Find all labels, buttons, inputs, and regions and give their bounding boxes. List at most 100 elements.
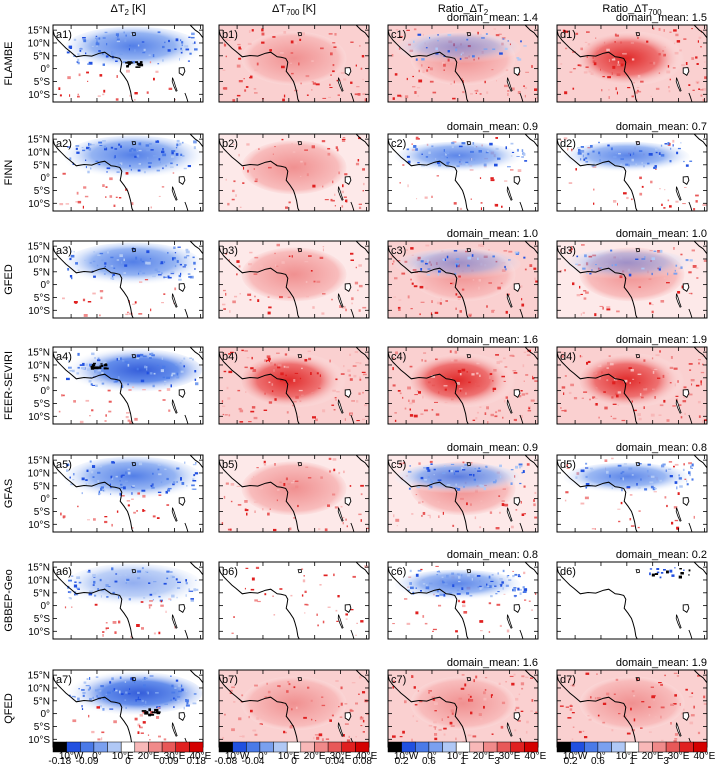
colorbar-a: -0.18 -0.09 0 0.09 0.18 (48, 741, 206, 764)
row-label-flambe: FLAMBE (3, 41, 15, 85)
colorbar-swatch (524, 741, 539, 753)
colorbar-swatch (80, 741, 95, 753)
domain-mean-d3: domain_mean: 1.0 (616, 228, 707, 240)
panel-label-b2: b2) (222, 138, 238, 150)
colorbar-swatch (66, 741, 81, 753)
colorbar-swatch (483, 741, 498, 753)
colorbar-label: 0.04 (325, 756, 345, 764)
lat-tick-label: 15°N (28, 242, 50, 253)
lon-tick-label: 10°W (225, 751, 250, 762)
lon-tick-label: 10°W (563, 751, 588, 762)
lat-tick-label: 0° (40, 601, 50, 612)
colorbar-swatch (93, 741, 108, 753)
panel-label-d6: d6) (560, 566, 576, 578)
map-panel-d4: d4) domain_mean: 1.9 (556, 334, 708, 425)
colorbar-label: -0.04 (242, 756, 265, 764)
lat-tick-label: 10°N (28, 38, 50, 49)
lon-tick-label: 10°W (394, 751, 419, 762)
map-panel-a5: a5) (52, 454, 204, 533)
panel-label-a1: a1) (56, 29, 72, 41)
column-title-c: Ratio_ΔT2 (438, 3, 489, 17)
lon-tick-label: 40°E (525, 751, 547, 762)
map-panel-c7: c7) domain_mean: 1.6 (387, 657, 539, 748)
colorbar-swatch (148, 741, 163, 753)
colorbar-d: 0.2 0.6 1 3 (556, 741, 708, 764)
colorbar-swatch (584, 741, 599, 753)
map-panel-c5: c5) domain_mean: 0.9 (387, 442, 539, 533)
panel-label-c1: c1) (391, 29, 406, 41)
colorbar-swatch (232, 741, 247, 753)
colorbar-label: 0.6 (591, 756, 605, 764)
lat-tick-label: 5°N (33, 267, 50, 278)
colorbar-label: 0.2 (564, 756, 578, 764)
lat-tick-label: 0° (40, 709, 50, 720)
lat-tick-label: 10°S (28, 412, 50, 423)
panel-label-d3: d3) (560, 245, 576, 257)
lat-tick-label: 10°S (28, 735, 50, 746)
colorbar-label: -0.09 (76, 756, 99, 764)
lat-tick-label: 0° (40, 64, 50, 75)
colorbar-swatch (665, 741, 680, 753)
map-panel-b2: b2) (218, 133, 370, 212)
column-title-a: ΔT2 [K] (110, 3, 145, 17)
panel-label-d2: d2) (560, 138, 576, 150)
panel-label-d1: d1) (560, 29, 576, 41)
colorbar-swatch (556, 741, 571, 753)
domain-mean-d5: domain_mean: 0.8 (616, 442, 707, 454)
domain-mean-d1: domain_mean: 1.5 (616, 12, 707, 24)
lon-tick-label: 20°E (138, 751, 160, 762)
colorbar-label: -0.18 (48, 756, 71, 764)
lat-tick-label: 5°S (34, 722, 51, 733)
map-panel-a2: a2) (52, 133, 204, 212)
lat-tick-label: 5°N (33, 51, 50, 62)
domain-mean-c3: domain_mean: 1.0 (447, 228, 538, 240)
colorbar-label: 1 (460, 756, 466, 764)
lon-tick-label: 30°E (668, 751, 690, 762)
map-panel-a7: a7) (52, 669, 204, 748)
panel-label-a6: a6) (56, 566, 72, 578)
map-panel-a1: a1) (52, 24, 204, 103)
lat-tick-label: 10°S (28, 199, 50, 210)
lat-tick-label: 10°N (28, 360, 50, 371)
map-panel-a6: a6) (52, 561, 204, 640)
colorbar-label: -0.08 (214, 756, 237, 764)
colorbar-swatch (161, 741, 176, 753)
colorbar-swatch (638, 741, 653, 753)
lat-tick-label: 5°N (33, 160, 50, 171)
panel-label-c2: c2) (391, 138, 406, 150)
lat-tick-label: 0° (40, 494, 50, 505)
panel-label-a4: a4) (56, 351, 72, 363)
lon-tick-label: 10°E (616, 751, 638, 762)
colorbar-swatch (246, 741, 261, 753)
map-panel-b5: b5) (218, 454, 370, 533)
lat-tick-label: 5°N (33, 696, 50, 707)
map-panel-b4: b4) (218, 346, 370, 425)
panel-label-a3: a3) (56, 245, 72, 257)
panel-label-c4: c4) (391, 351, 406, 363)
colorbar-c: 0.2 0.6 1 3 (387, 741, 539, 764)
map-panel-d2: d2) domain_mean: 0.7 (556, 121, 708, 212)
map-panel-b3: b3) (218, 240, 370, 319)
lon-tick-label: 20°E (642, 751, 664, 762)
lat-tick-label: 15°N (28, 563, 50, 574)
lat-tick-label: 10°N (28, 254, 50, 265)
lat-tick-label: 5°S (34, 507, 51, 518)
colorbar-swatch (597, 741, 612, 753)
domain-mean-d4: domain_mean: 1.9 (616, 334, 707, 346)
colorbar-label: 0.08 (352, 756, 372, 764)
lat-tick-label: 10°N (28, 575, 50, 586)
column-title-b: ΔT700 [K] (272, 3, 316, 17)
lat-tick-label: 5°S (34, 399, 51, 410)
lat-tick-label: 10°S (28, 90, 50, 101)
colorbar-swatch (273, 741, 288, 753)
panel-label-b3: b3) (222, 245, 238, 257)
lon-tick-label: 0° (427, 751, 437, 762)
lon-tick-label: 0° (596, 751, 606, 762)
colorbar-swatch (679, 741, 694, 753)
lat-tick-label: 10°S (28, 306, 50, 317)
lon-tick-label: 30°E (499, 751, 521, 762)
lon-tick-label: 0° (258, 751, 268, 762)
panel-label-c3: c3) (391, 245, 406, 257)
lon-tick-label: 30°E (164, 751, 186, 762)
